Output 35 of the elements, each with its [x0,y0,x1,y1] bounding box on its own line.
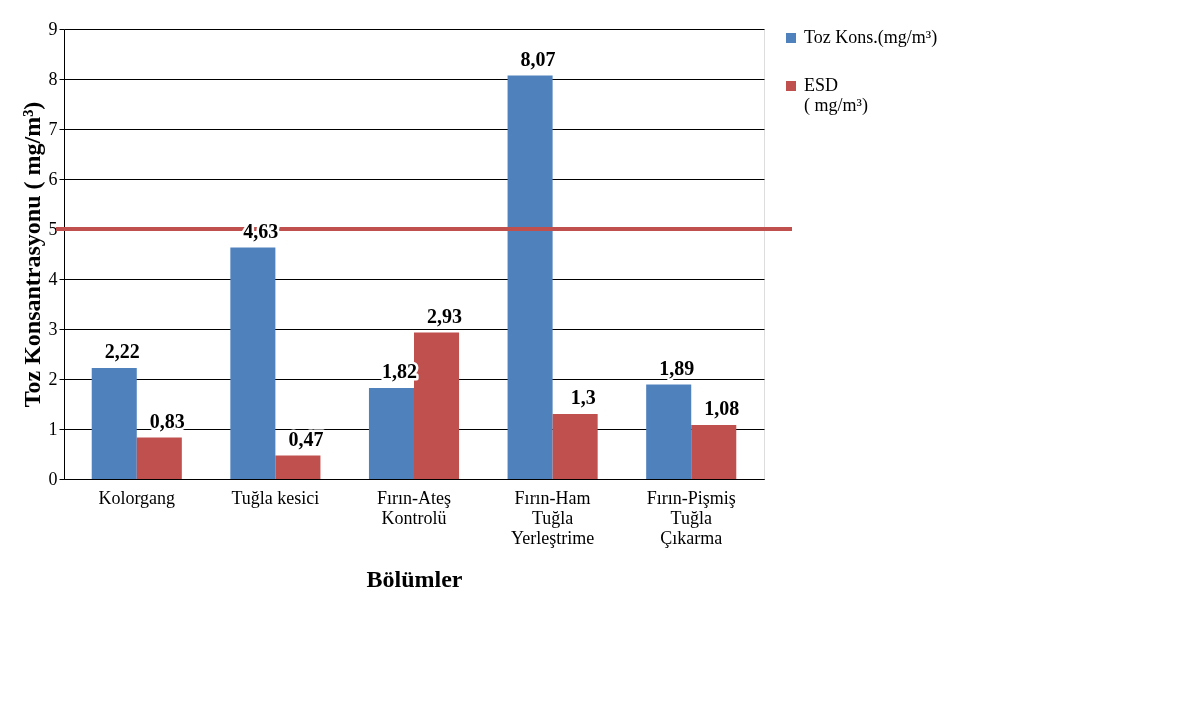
legend-label: ESD ( mg/m³) [804,75,868,116]
bar [368,388,414,479]
y-tick-label: 9 [48,18,58,39]
data-label: 0,47 [288,427,324,450]
x-tick-label: Fırın-Ham Tuğla Yerleştrime [511,487,595,548]
data-label: 1,3 [570,386,596,408]
y-tick-label: 6 [48,168,58,189]
bar [691,425,737,479]
y-tick-label: 3 [48,318,58,339]
bar [646,384,692,479]
x-tick-label: Kolorgang [98,487,176,508]
bar [91,368,137,479]
y-tick-label: 2 [48,368,58,389]
x-tick-label: Fırın-Ateş Kontrolü [377,487,451,528]
data-label: 2,93 [427,304,463,327]
data-label: 1,89 [659,356,695,379]
y-axis-title: Toz Konsantrasyonu ( mg/m³) [18,101,45,408]
legend-label: Toz Kons.(mg/m³) [804,27,938,48]
data-label: 1,08 [704,397,740,419]
bar [230,247,276,479]
y-tick-label: 4 [48,268,58,289]
data-label: 2,22 [104,340,140,362]
y-tick-label: 7 [48,118,58,139]
data-label: 0,83 [149,409,185,432]
y-tick-label: 8 [48,68,58,89]
bar [552,414,598,479]
x-axis-title: Bölümler [366,565,463,592]
data-label: 8,07 [520,47,556,70]
x-tick-label: Fırın-Pişmiş Tuğla Çıkarma [646,487,736,548]
y-tick-label: 1 [48,418,58,439]
y-tick-label: 0 [48,468,58,489]
bar [507,75,553,479]
bar [275,455,321,479]
bar [136,437,182,479]
x-tick-label: Tuğla kesici [231,487,320,508]
